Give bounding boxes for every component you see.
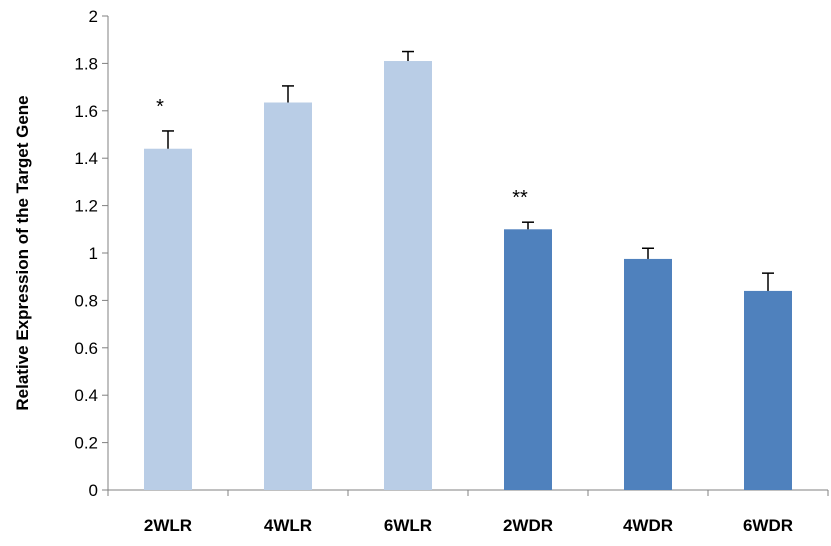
error-bar (162, 130, 174, 149)
x-tick-label: 6WLR (384, 516, 432, 535)
x-tick-label: 4WDR (623, 516, 673, 535)
error-bar (642, 247, 654, 259)
x-tick-label: 4WLR (264, 516, 312, 535)
y-tick-label: 1.8 (74, 54, 98, 73)
x-tick-label: 2WLR (144, 516, 192, 535)
significance-mark: ** (512, 187, 528, 209)
y-tick-label: 1.4 (74, 149, 98, 168)
y-tick-label: 2 (89, 7, 98, 26)
bar-6wdr (744, 290, 792, 490)
y-axis-title: Relative Expression of the Target Gene (13, 95, 32, 410)
bar-2wdr (504, 229, 552, 491)
significance-annotations: *** (156, 96, 528, 209)
bar-2wlr (144, 148, 192, 490)
bar-4wlr (264, 102, 312, 490)
bars (144, 61, 792, 491)
y-tick-label: 0.4 (74, 386, 98, 405)
y-tick-label: 0 (89, 481, 98, 500)
error-bar (522, 221, 534, 230)
error-bar (762, 272, 774, 291)
significance-mark: * (156, 96, 164, 118)
y-tick-label: 0.2 (74, 434, 98, 453)
x-axis: 2WLR 4WLR 6WLR 2WDR 4WDR 6WDR (107, 489, 829, 535)
error-bars (162, 50, 774, 291)
error-bar (282, 85, 294, 103)
bar-6wlr (384, 61, 432, 490)
y-tick-label: 1.2 (74, 197, 98, 216)
y-tick-label: 1 (89, 244, 98, 263)
y-axis: 0 0.2 0.4 0.6 0.8 1 1.2 1.4 1.6 1.8 2 (74, 7, 109, 500)
bar-4wdr (624, 258, 672, 490)
y-tick-label: 0.8 (74, 291, 98, 310)
y-tick-label: 0.6 (74, 339, 98, 358)
y-tick-label: 1.6 (74, 102, 98, 121)
x-tick-label: 2WDR (503, 516, 553, 535)
error-bar (402, 50, 414, 62)
x-tick-label: 6WDR (743, 516, 793, 535)
